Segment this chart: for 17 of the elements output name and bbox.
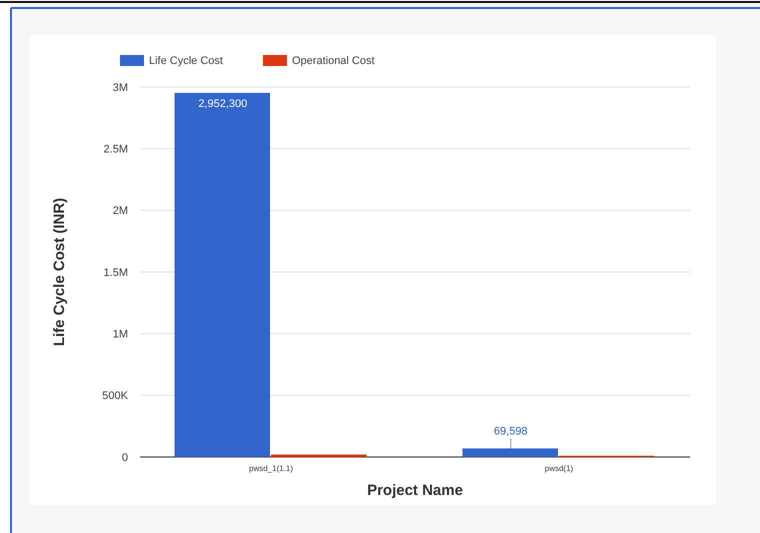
y-tick-label: 500K: [102, 390, 129, 402]
y-tick-label: 1.5M: [104, 266, 128, 279]
y-tick-label: 3M: [112, 82, 128, 94]
x-tick-label: pwsd_1(1.1): [249, 464, 294, 473]
legend-label: Operational Cost: [292, 55, 375, 67]
bar: [174, 92, 270, 457]
data-label: 69,598: [494, 425, 528, 438]
data-label: 2,952,300: [198, 98, 248, 110]
x-tick-label: pwsd(1): [544, 464, 574, 473]
y-tick-label: 2.5M: [104, 144, 128, 156]
y-tick-label: 0: [122, 452, 128, 464]
y-axis-title: Life Cycle Cost (INR): [51, 198, 68, 346]
legend-label: Life Cycle Cost: [149, 55, 223, 67]
y-tick-label: 1M: [112, 328, 128, 341]
y-tick-label: 2M: [112, 205, 128, 218]
bar: [462, 448, 558, 457]
x-axis-title: Project Name: [367, 482, 463, 499]
